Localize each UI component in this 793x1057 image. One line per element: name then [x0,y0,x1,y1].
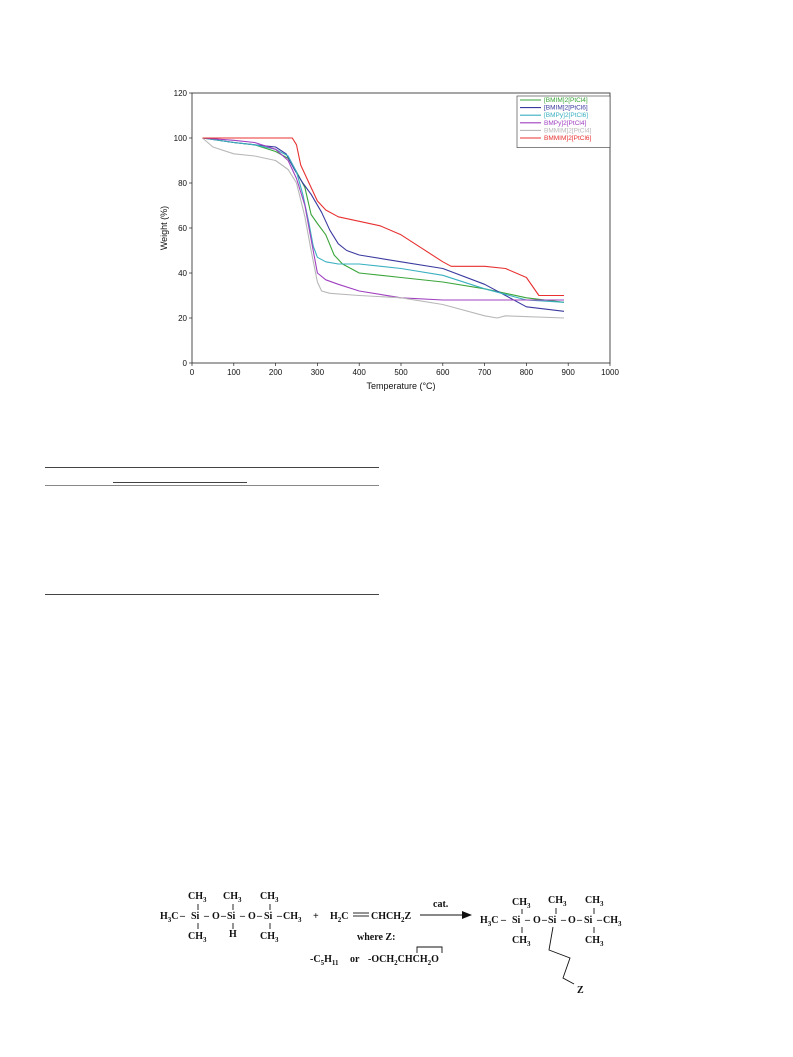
series-line-4 [202,137,564,301]
table-mid-rule [45,485,379,486]
x-axis-label: Temperature (°C) [366,381,435,391]
svg-text:–: – [500,915,507,926]
table-bottom-rule [45,594,379,595]
product-siloxane: CH3 CH3 CH3 H3C – Si – O – Si – O – Si –… [480,895,622,996]
o-1: O [212,911,220,922]
x-tick-label: 300 [311,368,325,377]
y-axis-label: Weight (%) [159,206,169,250]
x-tick-label: 900 [562,368,576,377]
si-2: Si [227,911,236,922]
or-label: or [350,954,360,965]
x-tick-label: 600 [436,368,450,377]
ch3-top-3: CH3 [260,891,279,904]
chch2z: CHCH2Z [371,911,412,924]
series-line-6 [202,137,564,297]
p-ch3-bottom-3: CH3 [585,935,604,948]
series-line-3 [202,137,565,303]
p-si-1: Si [512,915,521,926]
x-tick-label: 200 [269,368,283,377]
h-bottom: H [229,929,237,940]
p-o-1: O [533,915,541,926]
legend-entry-6: BMMIM]2[PtCl6] [544,135,592,142]
legend-entry-2: [BMIM]2[PtCl6] [544,105,588,112]
p-ch3-bottom-1: CH3 [512,935,531,948]
p-si-2: Si [548,915,557,926]
plot-area: 0 100 200 300 400 500 600 700 800 900 1000 0 20 40 60 8… [159,89,619,391]
propyl-chain [548,926,575,985]
where-z-label: where Z: [357,932,395,943]
x-tick-label: 0 [190,368,195,377]
y-tick-label: 80 [178,179,187,188]
svg-text:–: – [220,911,227,922]
ch3-bottom-1: CH3 [188,931,207,944]
table-top-rule [45,467,379,468]
p-z-group: Z [577,985,584,996]
y-tick-label: 40 [178,269,187,278]
p-ch3-top-2: CH3 [548,895,567,908]
series-line-2 [202,137,565,312]
svg-text:–: – [239,911,246,922]
svg-text:–: – [256,911,263,922]
reactant-alkene: H2C CHCH2Z where Z: -C5H11 or -OCH2CHCH2… [310,911,443,967]
o-2: O [248,911,256,922]
ch3-top-1: CH3 [188,891,207,904]
z-option-glycidyl: -OCH2CHCH2O [368,954,439,967]
p-ch3-top-1: CH3 [512,897,531,910]
x-tick-label: 400 [353,368,367,377]
catalyst-label: cat. [433,899,449,910]
y-tick-label: 100 [174,134,188,143]
legend-entry-4: BMPy]2[PtCl4] [544,120,586,127]
y-tick-label: 0 [183,359,188,368]
p-o-2: O [568,915,576,926]
x-tick-label: 100 [227,368,241,377]
plus-sign: + [313,911,319,922]
svg-text:–: – [541,915,548,926]
x-tick-label: 1000 [601,368,619,377]
p-ch3-top-3: CH3 [585,895,604,908]
svg-text:–: – [179,911,186,922]
h3c-left: H3C [160,911,179,924]
h2c: H2C [330,911,349,924]
series-line-1 [202,137,565,303]
svg-text:–: – [524,915,531,926]
legend-entry-3: [BMPy]2[PtCl6] [544,112,588,119]
y-tick-label: 120 [174,89,188,98]
svg-text:–: – [560,915,567,926]
si-1: Si [191,911,200,922]
p-h3c-left: H3C [480,915,499,928]
reaction-scheme: CH3 CH3 CH3 H3C – Si – O – Si – O – Si –… [160,891,622,996]
z-option-pentyl: -C5H11 [310,954,339,967]
ch3-right: CH3 [283,911,302,924]
x-tick-label: 800 [520,368,534,377]
svg-text:–: – [576,915,583,926]
tga-chart: 0 100 200 300 400 500 600 700 800 900 1000 0 20 40 60 8… [159,89,619,391]
y-tick-label: 60 [178,224,187,233]
x-tick-label: 500 [394,368,408,377]
ch3-bottom-3: CH3 [260,931,279,944]
x-tick-label: 700 [478,368,492,377]
svg-text:–: – [276,911,283,922]
svg-text:–: – [203,911,210,922]
ch3-top-2: CH3 [223,891,242,904]
p-si-3: Si [584,915,593,926]
table-group-rule [113,482,247,483]
legend-entry-1: [BMIM]2[PtCl4] [544,97,588,104]
legend-box [516,95,611,148]
svg-text:–: – [596,915,603,926]
series-line-5 [202,137,565,319]
legend-entry-5: BMMIM]2[PtCl4] [544,127,592,134]
y-tick-label: 20 [178,314,187,323]
reactant-trisiloxane: CH3 CH3 CH3 H3C – Si – O – Si – O – Si –… [160,891,302,944]
si-3: Si [264,911,273,922]
p-ch3-right: CH3 [603,915,622,928]
reaction-arrow: cat. [420,899,472,919]
